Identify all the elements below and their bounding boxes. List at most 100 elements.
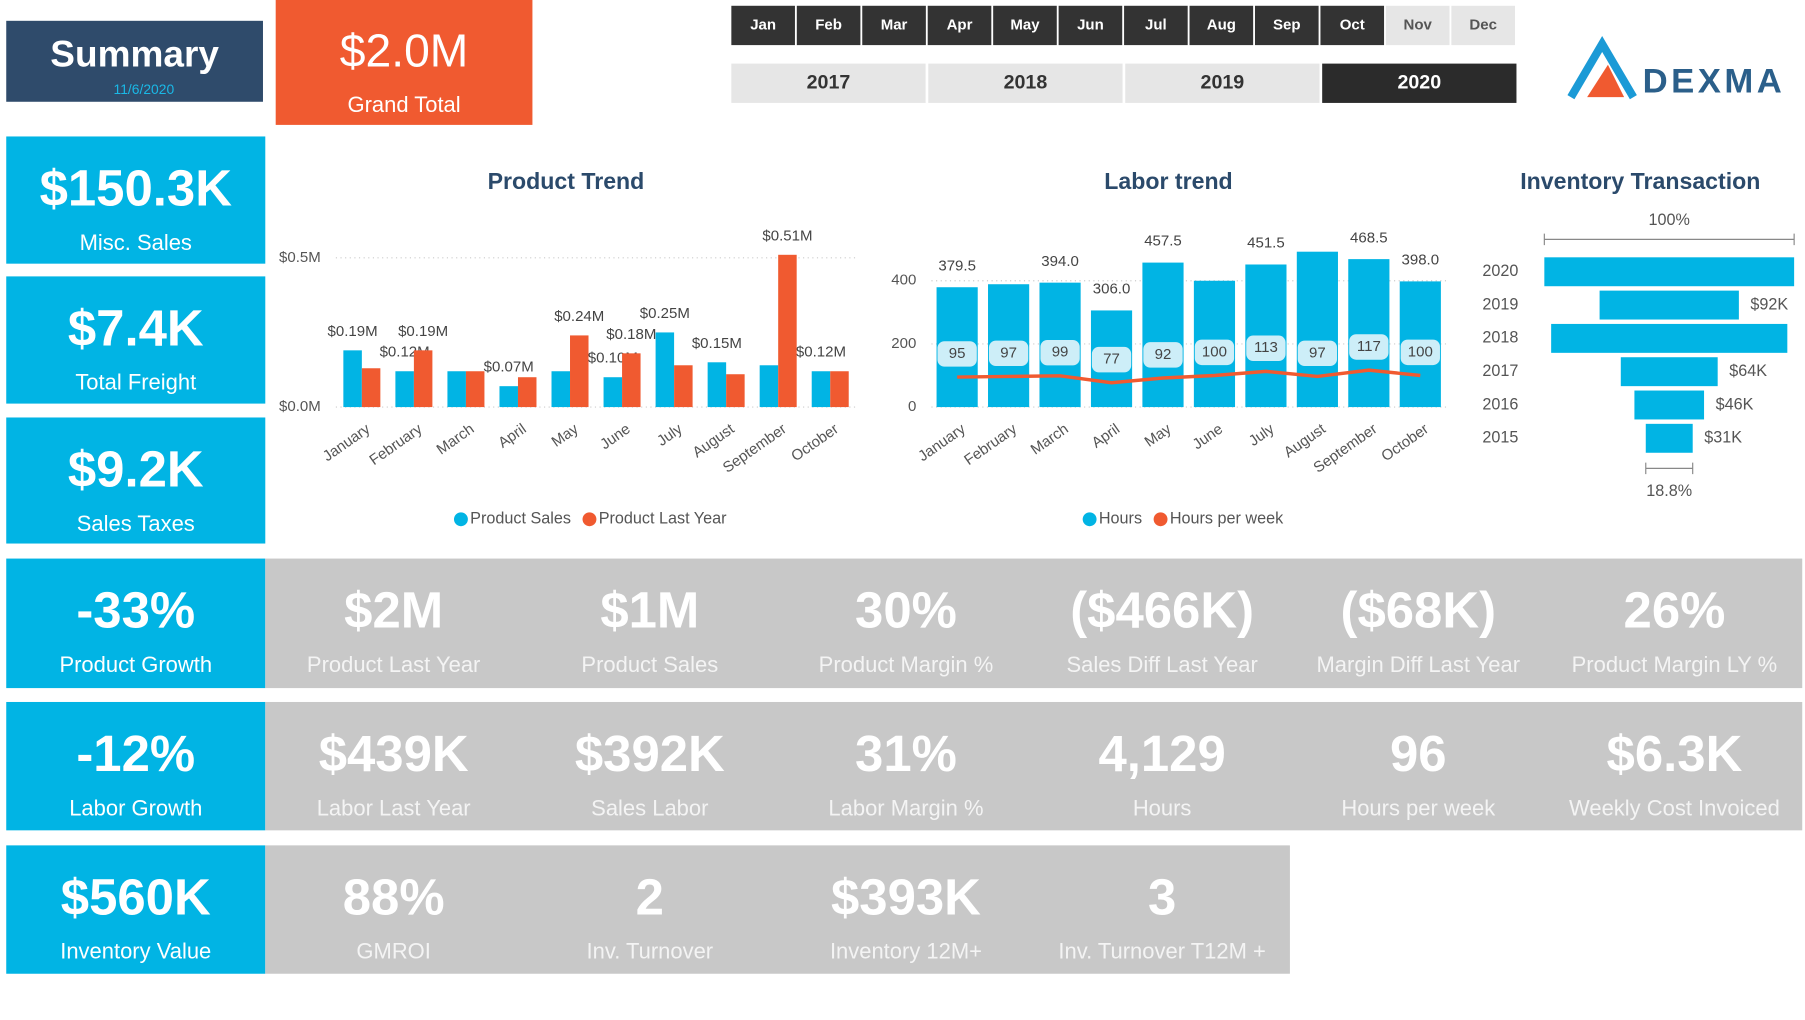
- month-button[interactable]: [796, 5, 861, 46]
- x-tick-label: March: [434, 420, 478, 458]
- x-tick-label: March: [1028, 420, 1072, 458]
- line: [957, 368, 1421, 385]
- data-label-box: [1400, 339, 1440, 366]
- y-tick-label: 0: [908, 398, 916, 415]
- month-button[interactable]: [1189, 5, 1254, 46]
- month-button[interactable]: [1058, 5, 1123, 46]
- month-label: Jan: [750, 16, 776, 33]
- kpi-value: ($466K): [1070, 582, 1254, 639]
- data-label-box: [1040, 339, 1080, 366]
- bar: [655, 332, 675, 408]
- month-button[interactable]: [927, 5, 992, 46]
- month-label: Mar: [881, 16, 908, 33]
- x-tick-label: July: [654, 420, 686, 450]
- bar: [707, 362, 727, 408]
- bar: [343, 350, 362, 408]
- data-label: 99: [1052, 344, 1069, 361]
- legend-marker: [1082, 512, 1097, 527]
- kpi-value: 26%: [1624, 582, 1726, 639]
- kpi-label: Inv. Turnover: [587, 939, 714, 964]
- data-label: 468.5: [1350, 229, 1388, 246]
- legend-label: Hours: [1099, 510, 1142, 528]
- kpi-label: Labor Growth: [69, 795, 202, 820]
- chart-title: Labor trend: [1104, 168, 1232, 194]
- kpi-value: 2: [636, 868, 664, 925]
- data-label: 77: [1103, 351, 1120, 368]
- data-label: $0.15M: [692, 335, 742, 352]
- data-label: $46K: [1716, 395, 1754, 413]
- bar: [551, 371, 571, 408]
- legend-label: Product Last Year: [599, 510, 727, 528]
- data-label: $0.12M: [796, 344, 846, 361]
- month-label: Sep: [1273, 16, 1301, 33]
- y-tick-label: $0.5M: [279, 249, 321, 266]
- data-label-box: [937, 341, 977, 367]
- kpi-label: Weekly Cost Invoiced: [1569, 795, 1780, 820]
- month-button[interactable]: [1385, 5, 1450, 46]
- month-button[interactable]: [1451, 5, 1515, 46]
- bar: [759, 365, 779, 408]
- x-tick-label: February: [961, 420, 1020, 469]
- month-label: Feb: [815, 16, 842, 33]
- data-label: 379.5: [938, 257, 976, 274]
- kpi-value: ($68K): [1341, 582, 1497, 639]
- x-tick-label: January: [320, 420, 374, 465]
- bar: [1296, 251, 1338, 408]
- kpi-label: Product Margin %: [819, 652, 994, 677]
- month-button[interactable]: [1254, 5, 1319, 46]
- month-button[interactable]: [731, 5, 795, 46]
- kpi-label: GMROI: [356, 939, 430, 964]
- legend-label: Hours per week: [1170, 510, 1284, 528]
- kpi-label: Inv. Turnover T12M +: [1058, 939, 1265, 964]
- data-label-box: [1246, 335, 1286, 361]
- month-button[interactable]: [1320, 5, 1385, 46]
- kpi-label: Sales Diff Last Year: [1066, 652, 1257, 677]
- kpi-label: Labor Margin %: [828, 795, 983, 820]
- kpi-label: Total Freight: [75, 370, 196, 395]
- kpi-value: $560K: [61, 868, 211, 925]
- year-button[interactable]: [731, 63, 926, 103]
- kpi-value: $150.3K: [40, 159, 233, 216]
- month-label: Aug: [1207, 16, 1236, 33]
- bar: [830, 371, 849, 408]
- kpi-label: Sales Labor: [591, 795, 708, 820]
- month-button[interactable]: [1124, 5, 1188, 46]
- data-label-box: [988, 340, 1029, 367]
- funnel-top-label: 100%: [1649, 211, 1690, 229]
- data-label: 97: [1000, 344, 1017, 361]
- kpi-label: Misc. Sales: [80, 230, 192, 255]
- legend-label: Product Sales: [470, 510, 571, 528]
- data-label: 394.0: [1041, 253, 1079, 270]
- funnel-bar: [1544, 257, 1795, 287]
- kpi-card: [6, 845, 266, 974]
- data-label: $0.18M: [606, 326, 656, 343]
- logo-text: DEXMA: [1643, 62, 1786, 100]
- kpi-label: Product Margin LY %: [1572, 652, 1778, 677]
- x-tick-label: January: [915, 420, 969, 465]
- month-button[interactable]: [993, 5, 1057, 46]
- kpi-value: 31%: [855, 725, 957, 782]
- legend-marker: [582, 512, 597, 527]
- month-button[interactable]: [862, 5, 926, 46]
- year-button[interactable]: [1125, 63, 1320, 103]
- data-label-box: [1297, 340, 1338, 367]
- funnel-category: 2016: [1482, 395, 1518, 413]
- kpi-label: Product Sales: [581, 652, 718, 677]
- funnel-category: 2020: [1482, 262, 1518, 280]
- chart-title: Inventory Transaction: [1520, 168, 1760, 194]
- kpi-card: [6, 417, 266, 544]
- data-label: 457.5: [1144, 233, 1182, 250]
- y-tick-label: $0.0M: [279, 398, 321, 415]
- kpi-label: Product Last Year: [307, 652, 480, 677]
- bar: [395, 371, 414, 408]
- data-label-box: [1143, 342, 1183, 368]
- year-button[interactable]: [928, 63, 1123, 103]
- kpi-label: Sales Taxes: [77, 511, 195, 536]
- year-button[interactable]: [1322, 63, 1517, 103]
- grand-total-value: $2.0M: [340, 25, 469, 77]
- bar: [726, 374, 745, 408]
- grand-total-card: [275, 0, 533, 125]
- data-label: 306.0: [1093, 281, 1131, 298]
- x-tick-label: June: [1190, 420, 1226, 453]
- kpi-row: [265, 558, 1803, 689]
